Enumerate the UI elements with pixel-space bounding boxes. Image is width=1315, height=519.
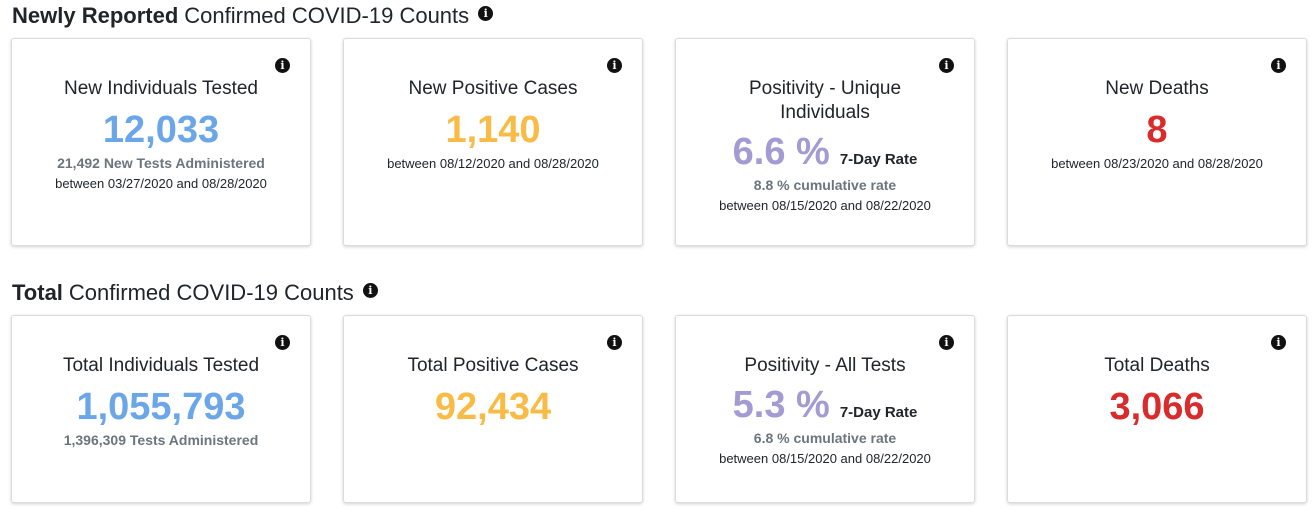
info-icon[interactable]: i xyxy=(1271,58,1286,73)
info-icon[interactable]: i xyxy=(478,5,494,21)
card-total-positive-cases: i Total Positive Cases 92,434 xyxy=(343,315,643,503)
card-title: New Deaths xyxy=(1105,78,1209,99)
card-value: 1,140 xyxy=(445,109,541,151)
positivity-row: 5.3 % 7-Day Rate xyxy=(676,382,974,428)
card-subvalue: 1,396,309 Tests Administered xyxy=(63,432,259,448)
heading-rest: Confirmed COVID-19 Counts xyxy=(184,3,470,28)
card-value: 8 xyxy=(1146,109,1168,151)
card-value: 5.3 % xyxy=(732,384,830,426)
rate-label: 7-Day Rate xyxy=(839,151,918,168)
card-title: Total Positive Cases xyxy=(407,355,579,376)
info-icon[interactable]: i xyxy=(939,335,954,350)
cumulative-rate: 6.8 % cumulative rate xyxy=(753,430,897,446)
card-title: Total Individuals Tested xyxy=(62,355,260,376)
card-total-individuals-tested: i Total Individuals Tested 1,055,793 1,3… xyxy=(11,315,311,503)
info-icon[interactable]: i xyxy=(607,58,622,73)
card-total-deaths: i Total Deaths 3,066 xyxy=(1007,315,1307,503)
card-date-range: between 08/15/2020 and 08/22/2020 xyxy=(719,451,931,466)
card-title: Positivity - Unique Individuals xyxy=(748,78,902,123)
total-heading: Total Confirmed COVID-19 Counts i xyxy=(12,280,378,306)
cumulative-rate: 8.8 % cumulative rate xyxy=(753,177,897,193)
info-icon[interactable]: i xyxy=(607,335,622,350)
card-value: 6.6 % xyxy=(732,131,830,173)
card-title: New Positive Cases xyxy=(408,78,578,99)
info-icon[interactable]: i xyxy=(362,282,378,298)
card-value: 3,066 xyxy=(1109,386,1205,428)
card-title: Total Deaths xyxy=(1104,355,1210,376)
card-title: New Individuals Tested xyxy=(64,78,258,99)
card-positivity-all-tests: i Positivity - All Tests 5.3 % 7-Day Rat… xyxy=(675,315,975,503)
card-positivity-unique: i Positivity - Unique Individuals 6.6 % … xyxy=(675,38,975,246)
info-icon[interactable]: i xyxy=(275,58,290,73)
card-date-range: between 08/15/2020 and 08/22/2020 xyxy=(719,198,931,213)
card-date-range: between 08/23/2020 and 08/28/2020 xyxy=(1051,156,1263,171)
info-icon[interactable]: i xyxy=(939,58,954,73)
card-new-individuals-tested: i New Individuals Tested 12,033 21,492 N… xyxy=(11,38,311,246)
card-title: Positivity - All Tests xyxy=(744,355,906,376)
info-icon[interactable]: i xyxy=(275,335,290,350)
rate-label: 7-Day Rate xyxy=(839,404,918,421)
card-value: 1,055,793 xyxy=(76,386,246,428)
heading-strong: Newly Reported xyxy=(12,3,179,28)
info-icon[interactable]: i xyxy=(1271,335,1286,350)
heading-rest: Confirmed COVID-19 Counts xyxy=(68,280,354,305)
card-date-range: between 03/27/2020 and 08/28/2020 xyxy=(55,176,267,191)
card-new-deaths: i New Deaths 8 between 08/23/2020 and 08… xyxy=(1007,38,1307,246)
card-value: 12,033 xyxy=(102,109,220,151)
positivity-row: 6.6 % 7-Day Rate xyxy=(676,129,974,175)
heading-strong: Total xyxy=(12,280,63,305)
card-subvalue: 21,492 New Tests Administered xyxy=(57,155,265,171)
card-value: 92,434 xyxy=(434,386,552,428)
card-new-positive-cases: i New Positive Cases 1,140 between 08/12… xyxy=(343,38,643,246)
newly-reported-heading: Newly Reported Confirmed COVID-19 Counts… xyxy=(12,3,494,29)
card-date-range: between 08/12/2020 and 08/28/2020 xyxy=(387,156,599,171)
